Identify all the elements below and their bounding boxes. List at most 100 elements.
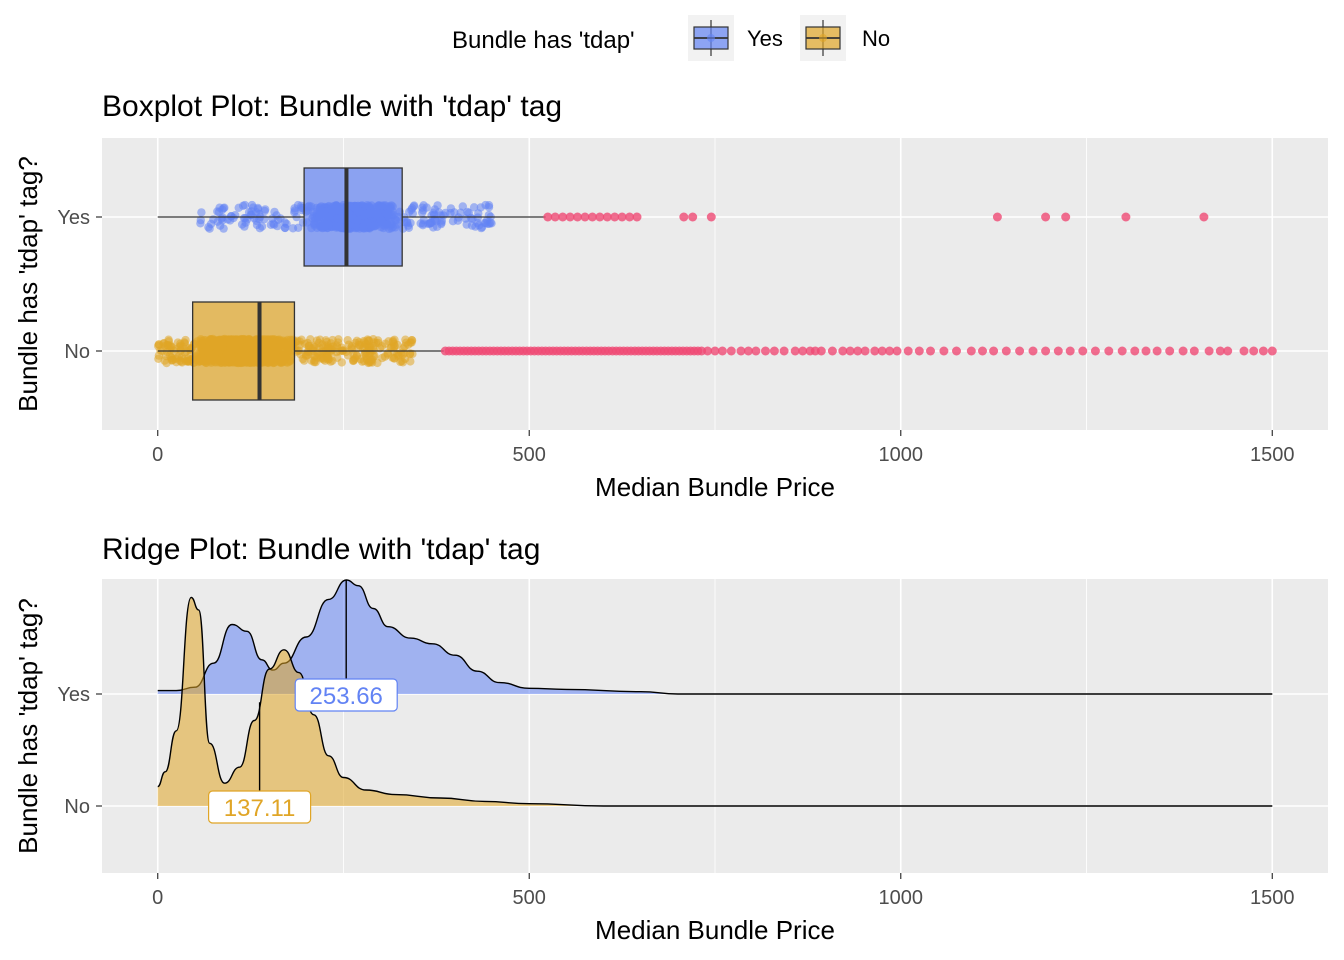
jitter-point (270, 220, 279, 229)
jitter-point (388, 353, 397, 362)
box-yes (303, 167, 403, 267)
outlier-point (952, 346, 961, 356)
outlier-point (543, 212, 553, 222)
outlier-point (610, 212, 620, 222)
outlier-point (558, 212, 568, 222)
boxplot-y-ticks: Yes No (57, 207, 102, 363)
outlier-point (1189, 346, 1199, 356)
jitter-point (474, 221, 484, 230)
jitter-point (241, 214, 250, 223)
outlier-point (751, 346, 761, 356)
x-tick-label: 1500 (1250, 444, 1295, 466)
jitter-point (484, 201, 494, 210)
outlier-point (550, 212, 560, 222)
boxplot-x-ticks: 0 500 1000 1500 (152, 430, 1295, 466)
outlier-point (1130, 346, 1140, 356)
ridge-panel: Ridge Plot: Bundle with 'tdap' tag 253.6… (13, 533, 1328, 945)
outlier-point (1041, 346, 1051, 356)
boxplot-x-axis-title: Median Bundle Price (595, 472, 835, 502)
outlier-point (1104, 346, 1114, 356)
outlier-point (1065, 346, 1075, 356)
jitter-point (321, 336, 330, 345)
ridge-y-axis-title: Bundle has 'tdap' tag? (13, 598, 43, 854)
outlier-point (743, 346, 753, 356)
jitter-point (344, 340, 353, 349)
x-tick-label: 500 (513, 444, 546, 466)
jitter-point (288, 224, 298, 233)
outlier-point (1053, 346, 1063, 356)
legend-label-yes: Yes (747, 26, 783, 51)
jitter-point (398, 358, 408, 367)
outlier-point (877, 346, 887, 356)
outlier-point (703, 346, 713, 356)
outlier-point (1015, 346, 1025, 356)
jitter-point (367, 358, 377, 367)
outlier-point (1249, 346, 1259, 356)
ridge-area-no (157, 597, 1273, 806)
jitter-point (168, 356, 177, 365)
jitter-point (408, 349, 417, 359)
median-label-text: 137.11 (224, 795, 296, 822)
outlier-point (1215, 346, 1225, 356)
jitter-point (183, 354, 193, 363)
outlier-point (989, 346, 999, 356)
outlier-point (1178, 346, 1188, 356)
jitter-point (154, 341, 163, 351)
outlier-point (798, 346, 808, 356)
jitter-point (216, 221, 225, 230)
outlier-point (966, 346, 976, 356)
outlier-point (1267, 346, 1277, 356)
outlier-point (790, 346, 800, 356)
outlier-point (565, 212, 575, 222)
outlier-point (838, 346, 848, 356)
outlier-point (717, 346, 727, 356)
outlier-point (892, 346, 902, 356)
outlier-point (595, 212, 605, 222)
outlier-point (632, 212, 642, 222)
jitter-point (446, 204, 456, 213)
legend-label-no: No (862, 26, 890, 51)
jitter-point (407, 338, 416, 347)
outlier-point (1141, 346, 1151, 356)
jitter-point (458, 202, 467, 211)
jitter-point (180, 339, 189, 348)
legend: Bundle has 'tdap' Yes No (452, 15, 890, 61)
median-label-text: 253.66 (310, 683, 383, 710)
legend-key-no (800, 15, 846, 61)
x-tick-label: 0 (152, 444, 163, 466)
jitter-point (219, 204, 228, 213)
outlier-point (992, 212, 1002, 222)
jitter-point (317, 347, 326, 357)
outlier-point (853, 346, 863, 356)
x-tick-label: 1000 (879, 887, 924, 909)
x-tick-label: 0 (152, 887, 163, 909)
jitter-point (323, 353, 332, 363)
median-label-no: 137.11 (208, 790, 312, 824)
jitter-point (297, 203, 306, 212)
outlier-point (827, 346, 837, 356)
jitter-point (481, 218, 490, 228)
boxplot-panel: Boxplot Plot: Bundle with 'tdap' tag 0 50… (13, 90, 1328, 502)
outlier-point (1041, 212, 1051, 222)
ridge-y-ticks: Yes No (57, 684, 102, 818)
outlier-point (860, 346, 870, 356)
outlier-point (761, 346, 770, 356)
jitter-point (361, 348, 370, 357)
outlier-point (602, 212, 612, 222)
outlier-point (1204, 346, 1214, 356)
legend-key-yes (688, 15, 734, 61)
jitter-point (426, 218, 436, 228)
outlier-point (1117, 346, 1127, 356)
ridge-x-axis-title: Median Bundle Price (595, 915, 835, 945)
jitter-point (437, 216, 446, 225)
ridge-densities (157, 579, 1273, 807)
jitter-point (257, 222, 267, 231)
outlier-point (710, 346, 720, 356)
outlier-point (617, 212, 627, 222)
outlier-point (914, 346, 924, 356)
jitter-point (448, 217, 458, 226)
jitter-point (234, 203, 243, 212)
boxplot-y-axis-title: Bundle has 'tdap' tag? (13, 156, 43, 412)
jitter-point (427, 211, 436, 220)
box-no (191, 301, 296, 401)
